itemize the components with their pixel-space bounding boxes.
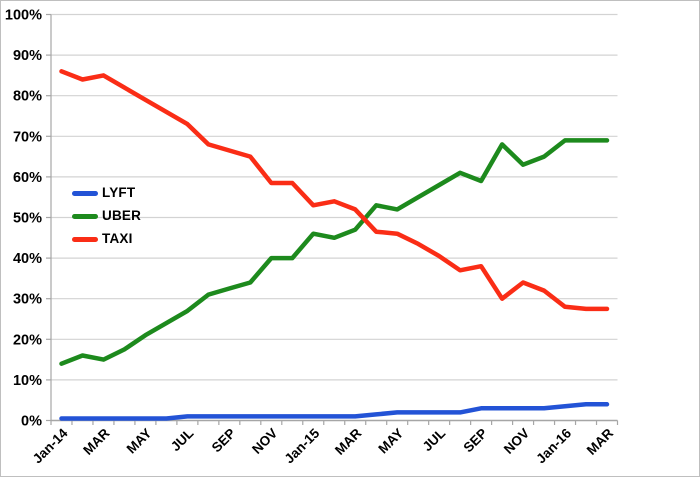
x-axis-label: SEP (461, 426, 491, 456)
legend-item-uber: UBER (72, 209, 141, 223)
y-axis-label: 60% (13, 170, 42, 186)
y-axis-label: 70% (13, 129, 42, 145)
x-axis-label: JUL (420, 426, 449, 455)
x-axis-label: MAR (332, 425, 365, 458)
x-axis-label: MAR (584, 425, 617, 458)
legend-swatch-taxi (72, 236, 98, 242)
x-axis-label: Jan-15 (282, 425, 323, 466)
y-axis-label: 80% (13, 89, 42, 105)
x-axis-label: NOV (501, 426, 532, 457)
series-lines (59, 69, 610, 421)
legend-item-lyft: LYFT (72, 186, 141, 200)
y-axis-label: 0% (21, 414, 42, 430)
legend-swatch-uber (72, 213, 98, 219)
x-axis-labels: Jan-14 MAR MAY JUL SEP NOV Jan-15 MAR MAY JUL SEP N… (30, 425, 617, 466)
x-axis-label: NOV (249, 426, 280, 457)
x-axis-label: MAY (375, 426, 406, 457)
y-axis-label: 90% (13, 48, 42, 64)
y-axis-label: 100% (5, 8, 42, 24)
y-axis-label: 10% (13, 373, 42, 389)
chart-legend: LYFT UBER TAXI (72, 186, 141, 246)
y-axis-label: 50% (13, 211, 42, 227)
gridlines (51, 13, 618, 381)
y-axis-label: 30% (13, 292, 42, 308)
x-axis-label: MAR (80, 425, 113, 458)
legend-label-lyft: LYFT (102, 185, 136, 200)
y-axis-labels: 0% 10% 20% 30% 40% 50% 60% 70% 80% 90% 100% (5, 8, 42, 430)
x-axis-label: SEP (209, 426, 239, 456)
y-axis-label: 20% (13, 332, 42, 348)
legend-label-taxi: TAXI (102, 231, 133, 246)
legend-swatch-lyft (72, 190, 98, 196)
series-line-taxi (59, 69, 610, 312)
series-line-uber (59, 138, 610, 366)
x-axis-label: Jan-14 (30, 425, 71, 466)
x-axis-label: MAY (124, 426, 155, 457)
x-axis-label: JUL (168, 426, 197, 455)
y-axis-label: 40% (13, 251, 42, 267)
x-axis-label: Jan-16 (533, 425, 574, 466)
legend-label-uber: UBER (102, 208, 142, 223)
legend-item-taxi: TAXI (72, 232, 141, 246)
series-line-lyft (59, 402, 610, 421)
